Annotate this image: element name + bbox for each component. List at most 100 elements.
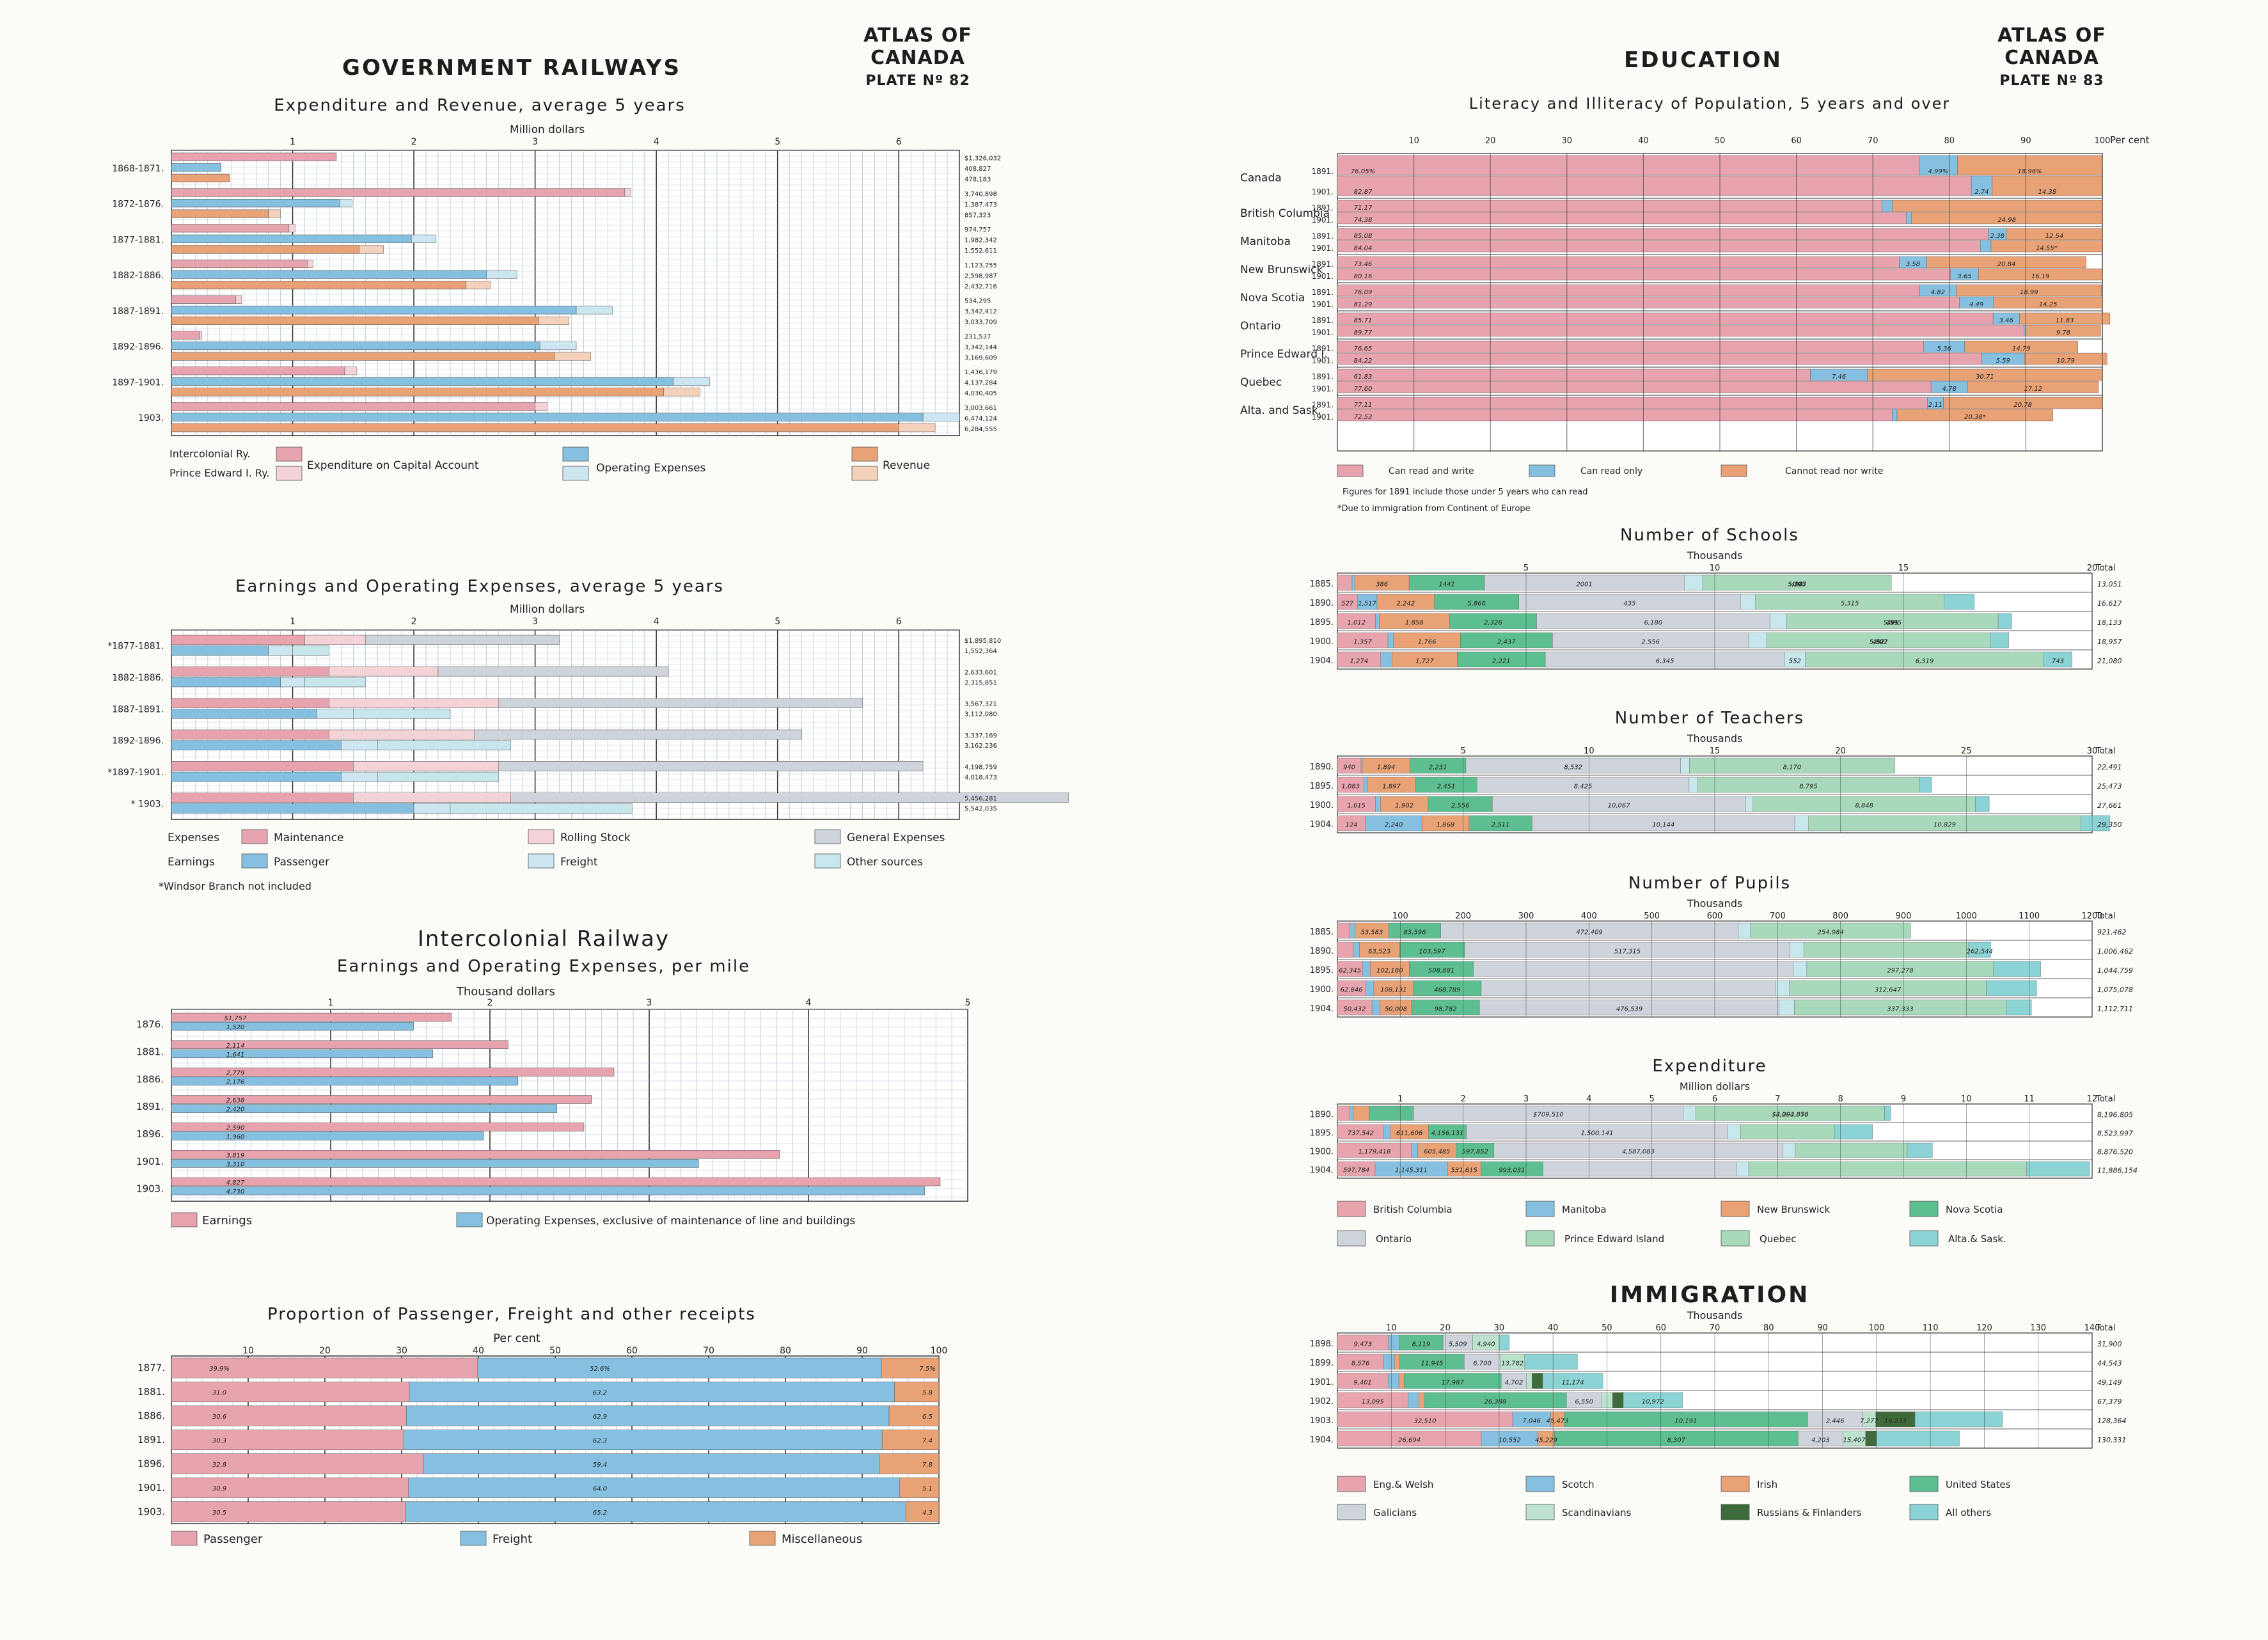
data-label: 103,597 (1419, 948, 1445, 955)
data-label: 8,576 (1351, 1360, 1370, 1367)
tick-label: 11 (2024, 1094, 2035, 1104)
bar-seg (1914, 1411, 2003, 1428)
data-label: 98,782 (1435, 1005, 1457, 1013)
bar-seg (1337, 961, 1363, 977)
bar-seg (1337, 594, 1358, 610)
bar-expense (329, 698, 500, 708)
tick-label: 10 (242, 1346, 254, 1356)
chart-title-teachers: Number of Teachers (1614, 709, 1805, 728)
data-label: 2,590 (226, 1124, 245, 1131)
tick-label: 10 (1408, 136, 1419, 146)
total-value: 3,337,169 (965, 732, 997, 739)
total-value: 478,183 (965, 177, 991, 184)
tick-label: 90 (856, 1346, 868, 1356)
province-label: Canada (1240, 172, 1282, 185)
data-label: 65.2 (593, 1510, 607, 1517)
legend-label: Cannot read nor write (1785, 466, 1883, 477)
data-label: 62.3 (593, 1437, 607, 1444)
year-label: 1901. (1312, 300, 1334, 309)
data-label: 2,326 (1484, 619, 1502, 626)
data-label: 1,858 (1405, 619, 1424, 626)
data-label: 597,852 (1462, 1149, 1488, 1156)
bar-expense (304, 635, 366, 645)
bar-pei (663, 388, 700, 397)
bar-expense (474, 729, 802, 740)
tick-label: 3 (532, 137, 538, 147)
bar-seg (2019, 312, 2111, 325)
total-value: 534,295 (965, 298, 991, 305)
data-label: 18.99 (2020, 289, 2038, 296)
total-value: 1,387,473 (965, 201, 997, 209)
bar-seg (1986, 980, 2037, 997)
total-value: 2,315,851 (965, 679, 997, 686)
data-label: 45,229 (1535, 1437, 1557, 1444)
data-label: 940 (1343, 764, 1355, 771)
tick-label: 3 (1524, 1094, 1529, 1104)
data-label: 262,544 (1967, 948, 1993, 955)
data-label: 11.83 (2056, 317, 2074, 324)
data-label: 517,315 (1614, 948, 1641, 955)
bar-2 (888, 1405, 940, 1426)
bar-seg (1383, 1353, 1395, 1370)
bar-seg (1388, 1373, 1399, 1389)
bar-seg (1364, 777, 1368, 793)
bar-seg (1542, 1373, 1603, 1389)
atlas-header-82: ATLAS OF CANADA PLATE Nº 82 (822, 24, 1014, 89)
bar-seg (1967, 381, 2099, 393)
bar (171, 163, 222, 172)
bar-seg (1531, 1373, 1543, 1389)
tick-label: 100 (2095, 136, 2111, 146)
intercolonial-title: Intercolonial Railway (417, 926, 670, 952)
data-label: 59.4 (593, 1462, 607, 1469)
year-label: 1891. (1312, 288, 1334, 297)
bar-expense (498, 698, 863, 708)
data-label: 26,694 (1398, 1437, 1421, 1444)
tick-label: 3 (532, 617, 538, 627)
chart-expenditure-revenue: Million dollars 1 2 3 4 5 6 1868-1871. $1,326,03… (112, 123, 1001, 481)
bar-seg (1380, 999, 1412, 1016)
year-label: 1891. (1312, 316, 1334, 325)
legend-swatch (1721, 1476, 1750, 1492)
bar-seg (1337, 155, 1919, 176)
data-label: 2.11 (1928, 402, 1942, 409)
category-label: 1895. (1310, 966, 1334, 975)
bar-seg (1689, 757, 1895, 774)
chart-literacy: 10 20 30 40 50 60 70 80 90 100 Per cent Canada 1891.… (1240, 134, 2150, 514)
data-label: 492 (1873, 638, 1885, 645)
data-label: 8,425 (1574, 783, 1593, 790)
data-label: 3.65 (1957, 273, 1971, 280)
data-label: 4.3 (922, 1510, 933, 1517)
bar-expense (171, 666, 329, 677)
data-label: 552 (1789, 658, 1801, 665)
data-label: 2,176 (226, 1079, 245, 1086)
bar-seg (1350, 1105, 1353, 1121)
legend-swatch (171, 1531, 198, 1546)
data-label: 1,615 (1347, 802, 1366, 809)
data-label: 993,031 (1499, 1167, 1525, 1174)
data-label: 10,829 (1933, 821, 1956, 828)
bar-seg (1337, 922, 1350, 939)
tick-label: 300 (1518, 911, 1534, 921)
total-value: 974,757 (965, 226, 991, 233)
total-value: 2,598,987 (965, 272, 997, 280)
data-label: 13,095 (1362, 1398, 1384, 1405)
tick-label: 3 (647, 998, 652, 1008)
bar-pei (344, 367, 358, 375)
data-label: 83,596 (1403, 929, 1426, 936)
bar-earning (171, 740, 342, 750)
bar-operating (171, 1159, 699, 1168)
bar-seg (1919, 777, 1932, 793)
legend-swatch (1525, 1476, 1555, 1492)
bar-seg (1388, 1334, 1399, 1351)
legend-row-label: Prince Edward I. Ry. (169, 467, 269, 479)
bar-seg (1975, 796, 1990, 812)
year-label: 1891. (1312, 203, 1334, 212)
data-label: 10.79 (2056, 358, 2075, 365)
category-label: 1896. (136, 1128, 164, 1140)
bar-earning (280, 677, 305, 688)
data-label: 85.71 (1354, 317, 1373, 324)
bar-pei (576, 306, 613, 315)
tick-label: 50 (1715, 136, 1726, 146)
bar-seg (1424, 1392, 1567, 1408)
year-label: 1901. (1312, 272, 1334, 281)
